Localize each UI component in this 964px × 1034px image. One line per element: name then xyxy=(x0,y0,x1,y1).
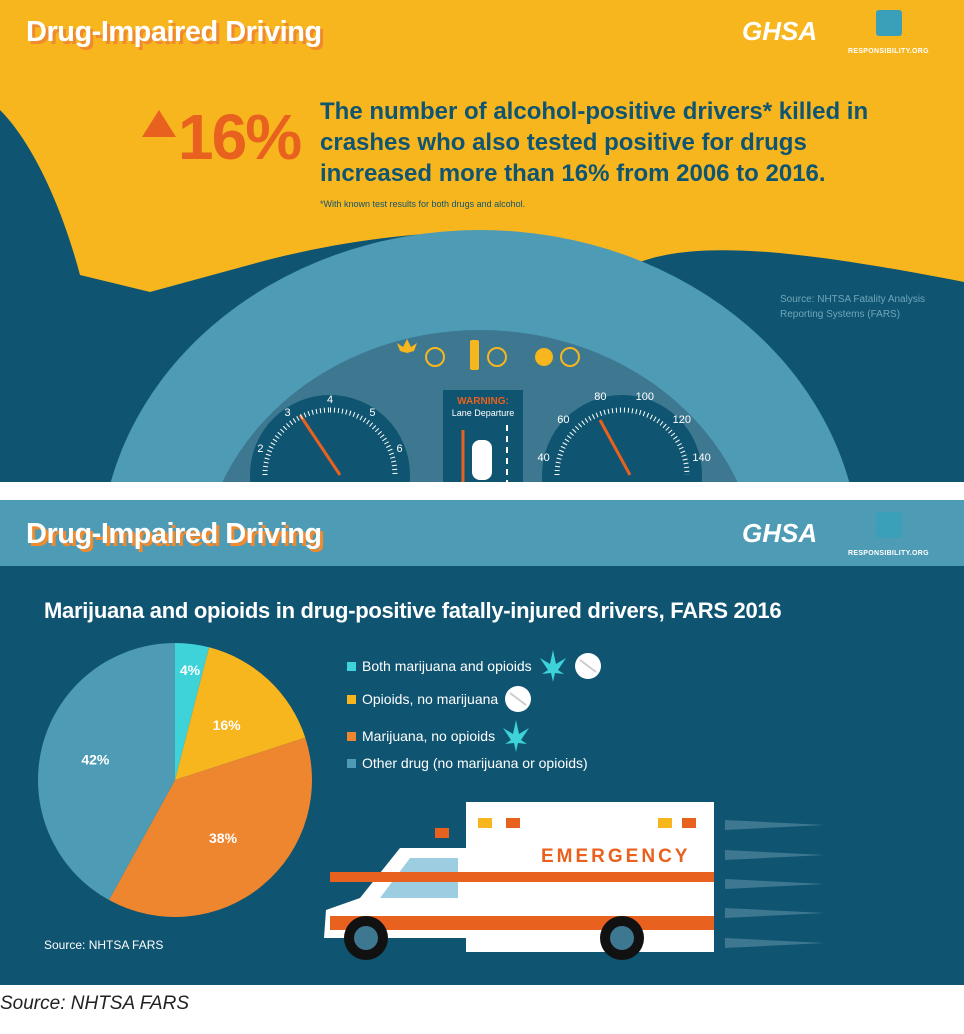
dashboard-illustration xyxy=(0,0,964,482)
pie-data-label: 16% xyxy=(213,717,242,733)
responsibility-logo-icon xyxy=(876,10,902,36)
pie-slice xyxy=(175,643,210,780)
legend-label: Marijuana, no opioids xyxy=(362,728,496,744)
responsibility-logo-icon xyxy=(876,512,902,538)
chart-title: Marijuana and opioids in drug-positive f… xyxy=(44,598,782,623)
ghsa-logo: GHSA xyxy=(742,518,818,548)
gauge-tick-label: 3 xyxy=(284,407,291,420)
stat-value: 16% xyxy=(178,101,302,173)
marijuana-leaf-icon xyxy=(501,720,531,752)
gauge-tick-label: 120 xyxy=(672,413,691,426)
source-text: Source: NHTSA Fatality Analysis Reportin… xyxy=(780,294,926,320)
legend-label: Both marijuana and opioids xyxy=(362,658,532,674)
footnote: *With known test results for both drugs … xyxy=(320,199,526,209)
warning-icons xyxy=(397,339,580,370)
ambulance-illustration xyxy=(324,802,825,960)
legend-swatch xyxy=(347,694,356,704)
pill-icon xyxy=(504,685,532,713)
warning-title: WARNING: xyxy=(457,396,509,407)
gauge-tick-label: 100 xyxy=(635,390,655,403)
header-band xyxy=(0,500,964,566)
gauge-tick-label: 140 xyxy=(692,452,711,465)
legend-item: Both marijuana and opioids xyxy=(347,650,602,682)
legend-swatch xyxy=(347,661,356,671)
pie-data-label: 42% xyxy=(81,752,110,768)
responsibility-logo: RESPONSIBILITY.ORG xyxy=(848,48,929,55)
infographic-title: Drug-Impaired Driving xyxy=(26,16,322,48)
ambulance-label: EMERGENCY xyxy=(541,846,691,867)
gauge-tick-label: 5 xyxy=(369,407,376,420)
pie-data-label: 4% xyxy=(180,662,201,678)
ghsa-logo: GHSA xyxy=(742,16,818,46)
infographic-title: Drug-Impaired Driving xyxy=(26,518,322,550)
marijuana-leaf-icon xyxy=(538,650,568,682)
pie-slice xyxy=(108,737,312,917)
up-triangle-icon xyxy=(142,110,176,137)
legend-swatch xyxy=(347,731,356,741)
gauge-tick-label: 40 xyxy=(537,452,550,465)
caption: Source: NHTSA FARS xyxy=(0,993,189,1014)
top-panel: Drug-Impaired Driving GHSA RESPONSIBILIT… xyxy=(0,0,964,482)
pie-data-label: 38% xyxy=(209,830,238,846)
pie-chart: 4% 16% 38% 42% xyxy=(38,643,312,917)
gauge-tick-label: 6 xyxy=(396,442,403,455)
pie-slice xyxy=(175,647,306,780)
responsibility-logo: RESPONSIBILITY.ORG xyxy=(848,550,929,557)
legend-item: Other drug (no marijuana or opioids) xyxy=(347,755,588,771)
pill-icon xyxy=(574,652,602,680)
pie-slice xyxy=(38,643,175,901)
bottom-panel: Drug-Impaired Driving GHSA RESPONSIBILIT… xyxy=(0,500,964,985)
legend-item: Marijuana, no opioids xyxy=(347,720,531,752)
gauge-tick-label: 4 xyxy=(326,394,334,406)
gauge-tick-label: 80 xyxy=(594,390,607,403)
legend-swatch xyxy=(347,758,356,768)
warning-text: Lane Departure xyxy=(451,408,515,418)
legend-label: Opioids, no marijuana xyxy=(362,691,499,707)
source-text: Source: NHTSA FARS xyxy=(44,938,164,952)
stat-text: The number of alcohol-positive drivers* … xyxy=(320,98,869,187)
gauge-tick-label: 60 xyxy=(557,413,570,426)
legend-item: Opioids, no marijuana xyxy=(347,685,532,713)
legend-label: Other drug (no marijuana or opioids) xyxy=(362,755,588,771)
gauge-tick-label: 2 xyxy=(257,442,264,455)
